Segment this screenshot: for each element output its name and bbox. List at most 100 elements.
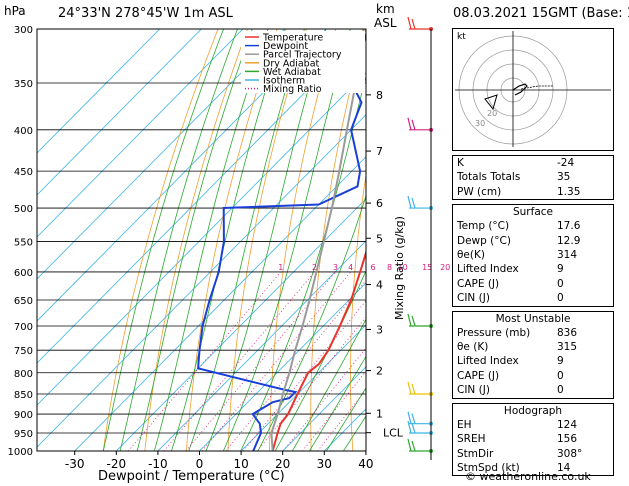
pressure-tick-label: 400 <box>14 126 33 137</box>
stat-value: 836 <box>557 326 578 339</box>
wind-barb-flag <box>407 195 412 209</box>
mixing-ratio-label: 15 <box>422 263 432 272</box>
temperature-tick-label: 10 <box>233 457 248 471</box>
stat-label: Lifted Index <box>457 263 519 276</box>
stat-label: EH <box>457 418 472 431</box>
legend-background <box>241 31 365 93</box>
mixing-ratio-line <box>225 279 366 451</box>
mixing-ratio-label: 1 <box>278 263 283 272</box>
stat-value: 1.35 <box>557 185 581 198</box>
pressure-tick-label: 700 <box>14 322 33 333</box>
parcel-trajectory-line <box>270 29 365 451</box>
dry-adiabat-line <box>185 29 278 451</box>
wet-adiabat-line <box>136 29 253 451</box>
stat-row: EH 124 <box>453 418 613 432</box>
stat-label: Dewp (°C) <box>457 234 511 247</box>
stat-label: PW (cm) <box>457 185 502 198</box>
wind-barb-flag <box>411 18 416 30</box>
stat-row: Pressure (mb) 836 <box>453 326 613 340</box>
stat-label: CIN (J) <box>457 384 490 397</box>
mixing-ratio-label: 3 <box>333 263 338 272</box>
hodograph: 20 30 kt <box>452 28 614 151</box>
mixing-ratio-labels: 12346810152025 <box>278 263 450 272</box>
stat-label: θe(K) <box>457 249 485 262</box>
stat-value: -24 <box>557 157 575 169</box>
hodograph-extension <box>520 85 553 90</box>
dry-adiabat-line <box>350 172 366 451</box>
wet-adiabat-line <box>325 387 366 451</box>
stat-label: CAPE (J) <box>457 277 500 290</box>
stat-label: θe (K) <box>457 341 489 354</box>
stat-label: SREH <box>457 433 486 446</box>
box-title: Hodograph <box>503 404 563 417</box>
pressure-tick-label: 300 <box>14 25 33 36</box>
isotherm-line <box>198 282 366 451</box>
stat-row: CIN (J) 0 <box>453 291 613 305</box>
dewpoint-line <box>197 31 366 451</box>
wet-adiabat-line <box>257 194 366 451</box>
dry-adiabat-line <box>144 29 248 451</box>
km-tick-label: 3 <box>376 323 383 336</box>
wind-barb-flag <box>411 197 416 209</box>
km-tick-label: 5 <box>376 232 383 245</box>
mixing-ratio-axis-label: Mixing Ratio (g/kg) <box>393 216 406 320</box>
isotherm-line <box>115 198 366 451</box>
stat-row: Totals Totals 35 <box>453 170 613 184</box>
wet-adiabat-line <box>188 29 305 451</box>
pressure-axis: 300 350 400 450 500 550 600 650 700 750 800 850 900 9… <box>8 25 33 458</box>
stat-label: K <box>457 157 464 169</box>
plot-frame <box>36 28 367 452</box>
stat-value: 308° <box>557 447 583 460</box>
pressure-tick-label: 900 <box>14 410 33 421</box>
km-tick-label: 1 <box>376 407 383 420</box>
stat-row: Lifted Index 9 <box>453 354 613 368</box>
legend-entry: Isotherm <box>263 76 305 87</box>
temperature-tick-label: 30 <box>317 457 332 471</box>
pressure-tick-label: 1000 <box>8 447 33 458</box>
isotherm-line <box>282 366 366 451</box>
stat-row: PW (cm) 1.35 <box>453 185 613 199</box>
stat-value: 315 <box>557 341 578 354</box>
dry-adiabat-line <box>426 5 452 468</box>
pressure-tick-label: 800 <box>14 369 33 380</box>
pressure-tick-label: 500 <box>14 204 33 215</box>
wet-adiabat-line <box>308 355 366 451</box>
isotherm-line <box>37 29 202 196</box>
background-lines <box>37 5 452 468</box>
mixing-ratio-label: 4 <box>348 263 353 272</box>
wet-adiabat-line <box>291 318 366 451</box>
wet-adiabat-line <box>119 29 238 451</box>
stat-value: 0 <box>557 292 564 305</box>
pressure-tick-label: 550 <box>14 237 33 248</box>
legend-entry: Parcel Trajectory <box>263 50 342 61</box>
wind-barb-flag <box>411 413 416 424</box>
stat-value: 35 <box>557 171 571 184</box>
asl-label: ASL <box>374 16 397 30</box>
dry-adiabat-line <box>310 29 366 451</box>
isotherm-line <box>240 324 366 451</box>
stat-row: Dewp (°C) 12.9 <box>453 234 613 248</box>
dry-adiabat-line <box>102 29 219 451</box>
isotherm-line <box>37 72 366 406</box>
stat-label: StmDir <box>457 447 494 460</box>
stat-value: 14 <box>557 461 571 474</box>
wind-barb-flag <box>407 381 412 395</box>
stat-value: 0 <box>557 277 564 290</box>
wind-barb-flag <box>411 422 416 434</box>
stat-row: CAPE (J) 0 <box>453 369 613 383</box>
temperature-tick-label: 40 <box>358 457 373 471</box>
wind-barb-flag <box>407 438 412 452</box>
mixing-ratio-label: 6 <box>371 263 376 272</box>
stat-label: Temp (°C) <box>457 220 510 233</box>
wind-barb-flag <box>411 315 416 327</box>
isotherm-line <box>157 240 366 451</box>
hodograph-storm-motion <box>484 94 498 111</box>
location-title: 24°33'N 278°45'W 1m ASL <box>58 6 233 21</box>
temperature-tick-label: -30 <box>65 457 85 471</box>
wet-adiabat-line <box>102 29 224 451</box>
copyright: © weatheronline.co.uk <box>465 470 591 483</box>
stat-row: CIN (J) 0 <box>453 383 613 397</box>
wet-adiabat-line <box>240 74 366 451</box>
stat-value: 156 <box>557 433 578 446</box>
